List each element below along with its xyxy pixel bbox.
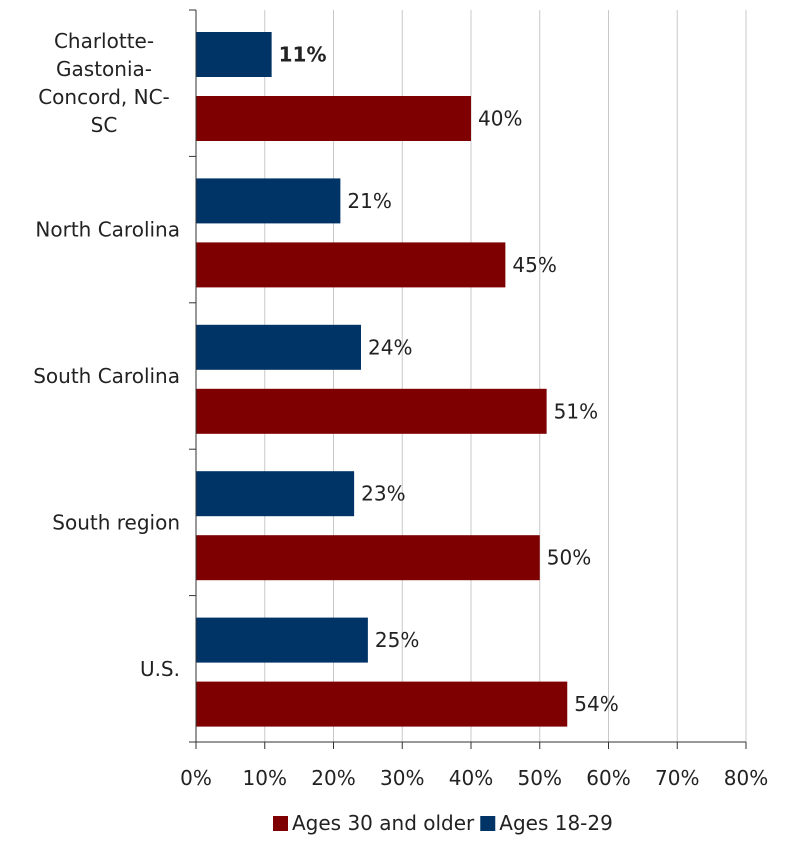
category-label-line: Charlotte-	[54, 29, 154, 53]
data-label: 51%	[554, 399, 598, 423]
data-label: 23%	[361, 482, 405, 506]
x-tick-label: 0%	[180, 766, 212, 790]
category-label: South Carolina	[33, 364, 180, 388]
x-tick-label: 80%	[724, 766, 768, 790]
category-labels: Charlotte- Gastonia- Concord, NC- SC North C…	[33, 29, 180, 681]
data-label: 50%	[547, 546, 591, 570]
legend: Ages 30 and older Ages 18-29	[273, 811, 613, 835]
category-label: South region	[52, 510, 180, 534]
data-label: 24%	[368, 335, 412, 359]
bar	[196, 178, 341, 224]
data-label: 40%	[478, 107, 522, 131]
legend-entry: Ages 18-29	[499, 811, 613, 835]
data-labels: 11% 40% 21% 45% 24% 51% 23% 50% 25% 54%	[279, 43, 619, 717]
legend-swatch	[480, 816, 496, 831]
bar	[196, 96, 471, 141]
x-tick-label: 50%	[518, 766, 562, 790]
data-label: 25%	[375, 628, 419, 652]
bar	[196, 32, 272, 77]
x-tick-label: 60%	[586, 766, 630, 790]
category-label-line: U.S.	[140, 657, 180, 681]
bar	[196, 535, 540, 581]
category-label: Charlotte- Gastonia- Concord, NC- SC	[38, 29, 170, 137]
legend-entry: Ages 30 and older	[292, 811, 475, 835]
x-tick-label: 20%	[311, 766, 355, 790]
category-label-line: North Carolina	[35, 218, 180, 242]
x-tick-label: 40%	[449, 766, 493, 790]
bar	[196, 324, 361, 370]
data-label: 45%	[512, 253, 556, 277]
category-label-line: Concord, NC-	[38, 85, 170, 109]
x-tick-label: 30%	[380, 766, 424, 790]
bar	[196, 388, 547, 434]
x-tick-labels: 0% 10% 20% 30% 40% 50% 60% 70% 80%	[180, 766, 768, 790]
category-label-line: Gastonia-	[56, 57, 152, 81]
category-label-line: South region	[52, 510, 180, 534]
x-tick-label: 70%	[655, 766, 699, 790]
axes	[189, 9, 747, 749]
category-label-line: South Carolina	[33, 364, 180, 388]
bar	[196, 471, 355, 517]
legend-swatch	[273, 816, 288, 831]
category-label: North Carolina	[35, 218, 180, 242]
bar	[196, 617, 368, 663]
bar	[196, 681, 568, 727]
data-label: 21%	[347, 189, 391, 213]
data-label: 11%	[279, 43, 327, 67]
bar	[196, 242, 506, 288]
category-label-line: SC	[91, 113, 118, 137]
data-label: 54%	[574, 692, 618, 716]
bars	[196, 32, 568, 727]
x-tick-label: 10%	[243, 766, 287, 790]
category-label: U.S.	[140, 657, 180, 681]
